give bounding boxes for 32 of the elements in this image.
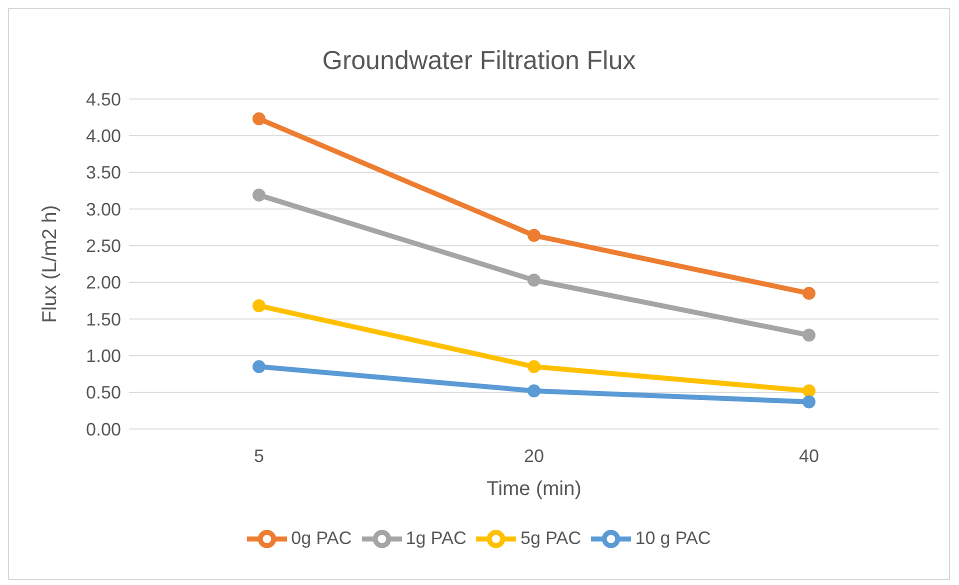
point (252, 112, 266, 126)
y-tick-label: 1.00 (86, 346, 121, 366)
y-tick-label: 4.50 (86, 89, 121, 110)
x-tick-label: 40 (798, 446, 820, 466)
y-tick-label: 2.00 (86, 272, 121, 293)
legend-label: 1g PAC (406, 528, 466, 548)
y-axis-title: Flux (L/m2 h) (39, 205, 62, 323)
x-axis-title: Time (min) (486, 478, 582, 500)
chart-title: Groundwater Filtration Flux (321, 45, 637, 76)
point (252, 188, 266, 202)
y-tick-label: 3.00 (86, 199, 121, 220)
point (802, 328, 816, 342)
y-tick-label: 0.00 (86, 419, 121, 440)
point (252, 360, 266, 374)
legend-label: 5g PAC (520, 528, 582, 548)
point (802, 395, 816, 408)
x-tick-label: 20 (524, 446, 544, 466)
y-tick-label: 0.50 (86, 382, 121, 403)
y-tick-label: 1.50 (86, 309, 121, 330)
point (528, 360, 540, 374)
point (802, 384, 816, 398)
y-tick-label: 4.00 (86, 126, 121, 146)
y-tick-label: 3.50 (86, 162, 121, 183)
point (802, 286, 816, 300)
y-tick-label: 2.50 (86, 236, 121, 256)
point (528, 228, 540, 242)
x-tick-label: 5 (254, 446, 264, 466)
legend-label: 0g PAC (291, 528, 352, 548)
legend-label: 10 g PAC (635, 528, 711, 548)
point (528, 384, 540, 398)
point (528, 274, 540, 287)
point (252, 299, 266, 312)
